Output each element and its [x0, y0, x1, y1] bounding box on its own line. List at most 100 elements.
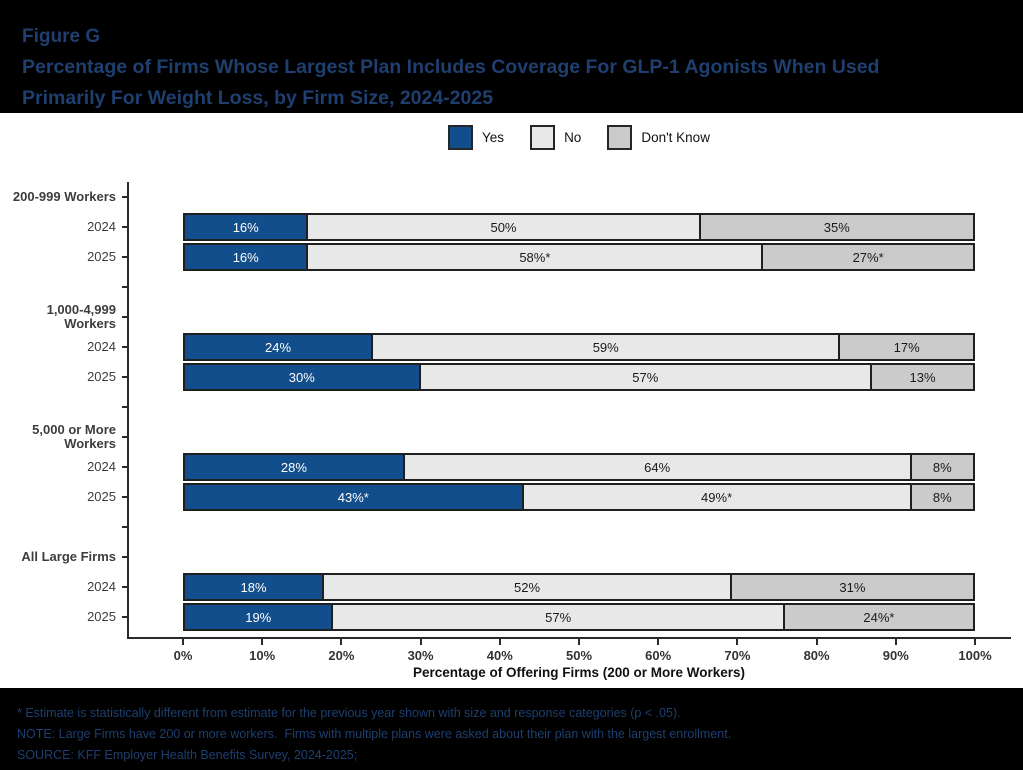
x-tick-label: 70%	[724, 648, 751, 663]
bar-row: 2025 19% 57% 24%*	[0, 602, 1023, 632]
bar-row: 2025 30% 57% 13%	[0, 362, 1023, 392]
bar-segment: 16%	[183, 213, 309, 241]
x-tick-label: 100%	[958, 648, 992, 663]
x-tick-label: 90%	[882, 648, 909, 663]
bar-segment: 64%	[404, 453, 912, 481]
bar-row: 2025 43%* 49%* 8%	[0, 482, 1023, 512]
legend: Yes No Don't Know	[183, 125, 975, 150]
bar-zone: 16% 50% 35%	[183, 213, 975, 241]
bar-segment: 8%	[911, 453, 975, 481]
label-row: 200-999 Workers	[0, 182, 1023, 212]
x-tick-label: 80%	[803, 648, 830, 663]
bar-segment: 16%	[183, 243, 309, 271]
bar-segment: 28%	[183, 453, 405, 481]
label-row	[0, 272, 1023, 302]
legend-item: No	[530, 125, 581, 150]
stacked-bar: 43%* 49%* 8%	[183, 483, 975, 511]
stacked-bar: 24% 59% 17%	[183, 333, 975, 361]
bar-zone: 24% 59% 17%	[183, 333, 975, 361]
y-tick-mark	[122, 466, 128, 468]
legend-label: Don't Know	[641, 130, 710, 145]
bar-row: 2024 18% 52% 31%	[0, 572, 1023, 602]
x-tick-label: 0%	[173, 648, 193, 663]
bar-segment: 24%*	[784, 603, 975, 631]
x-tick-mark	[578, 639, 580, 645]
x-tick-label: 60%	[645, 648, 672, 663]
y-tick-mark	[122, 256, 128, 258]
stacked-bar: 18% 52% 31%	[183, 573, 975, 601]
legend-swatch-icon	[530, 125, 556, 150]
x-tick-label: 50%	[565, 648, 593, 663]
stacked-bar: 16% 50% 35%	[183, 213, 975, 241]
legend-item: Yes	[448, 125, 504, 150]
bar-zone: 18% 52% 31%	[183, 573, 975, 601]
bar-row: 2024 28% 64% 8%	[0, 452, 1023, 482]
x-axis-line	[127, 637, 1011, 639]
x-tick-mark	[498, 639, 501, 645]
group-label: 200-999 Workers	[0, 190, 128, 204]
bar-zone: 43%* 49%* 8%	[183, 483, 975, 511]
label-row: 1,000-4,999 Workers	[0, 302, 1023, 332]
label-row	[0, 512, 1023, 542]
x-tick-mark	[894, 639, 897, 645]
y-tick-mark	[122, 286, 128, 288]
bar-segment: 43%*	[183, 483, 524, 511]
year-label: 2025	[0, 370, 128, 384]
x-tick-mark	[815, 639, 818, 645]
bar-segment: 27%*	[763, 243, 975, 271]
y-tick-mark	[122, 316, 128, 318]
group-label: 5,000 or More Workers	[0, 423, 128, 451]
x-tick-mark	[657, 639, 660, 645]
figure-header: Figure G Percentage of Firms Whose Large…	[0, 0, 1023, 113]
figure-footer: * Estimate is statistically different fr…	[0, 688, 1023, 770]
year-label: 2025	[0, 610, 128, 624]
figure-title-line-2: Primarily For Weight Loss, by Firm Size,…	[22, 87, 494, 109]
footnote-source: SOURCE: KFF Employer Health Benefits Sur…	[17, 748, 358, 762]
y-tick-mark	[122, 346, 128, 348]
bar-row: 2025 16% 58%* 27%*	[0, 242, 1023, 272]
stacked-bar: 28% 64% 8%	[183, 453, 975, 481]
y-tick-mark	[122, 556, 128, 558]
x-tick-mark	[261, 639, 264, 645]
bar-zone: 16% 58%* 27%*	[183, 243, 975, 271]
bar-segment: 30%	[183, 363, 421, 391]
stacked-bar: 16% 58%* 27%*	[183, 243, 975, 271]
bar-zone: 28% 64% 8%	[183, 453, 975, 481]
year-label: 2025	[0, 490, 128, 504]
year-label: 2024	[0, 340, 128, 354]
legend-label: Yes	[482, 130, 505, 145]
y-tick-mark	[122, 616, 128, 618]
bar-row: 2024 24% 59% 17%	[0, 332, 1023, 362]
x-axis-ticks: 0% 10% 20% 30% 40% 50% 60% 70% 80% 90% 100%	[174, 639, 992, 669]
y-tick-mark	[122, 496, 128, 498]
bar-segment: 52%	[324, 573, 732, 601]
group-label: 1,000-4,999 Workers	[0, 303, 128, 331]
x-tick-mark	[419, 639, 422, 645]
bar-segment: 19%	[183, 603, 334, 631]
footnote-note: NOTE: Large Firms have 200 or more worke…	[17, 727, 732, 741]
bar-segment: 18%	[183, 573, 325, 601]
figure-label: Figure G	[22, 26, 101, 47]
x-tick-mark	[736, 639, 739, 645]
y-tick-mark	[122, 376, 128, 378]
bar-rows: 200-999 Workers 2024 16% 50% 35% 2025 16% 58%* 2…	[0, 182, 1023, 632]
x-tick-mark	[974, 639, 976, 645]
figure-title-line-1: Percentage of Firms Whose Largest Plan I…	[22, 56, 880, 78]
chart-panel: Yes No Don't Know 200-999 Workers 2024 16% 50…	[0, 113, 1023, 688]
bar-segment: 24%	[183, 333, 374, 361]
bar-segment: 57%	[333, 603, 785, 631]
bar-segment: 17%	[840, 333, 975, 361]
footnote-significance: * Estimate is statistically different fr…	[17, 706, 681, 720]
y-tick-mark	[122, 436, 128, 438]
legend-item: Don't Know	[607, 125, 710, 150]
x-tick-label: 10%	[249, 648, 276, 663]
y-tick-mark	[122, 526, 128, 528]
bar-segment: 58%*	[308, 243, 764, 271]
legend-label: No	[564, 130, 582, 145]
x-tick-label: 40%	[486, 648, 513, 663]
x-tick-mark	[182, 639, 184, 645]
year-label: 2024	[0, 460, 128, 474]
year-label: 2025	[0, 250, 128, 264]
stacked-bar: 19% 57% 24%*	[183, 603, 975, 631]
